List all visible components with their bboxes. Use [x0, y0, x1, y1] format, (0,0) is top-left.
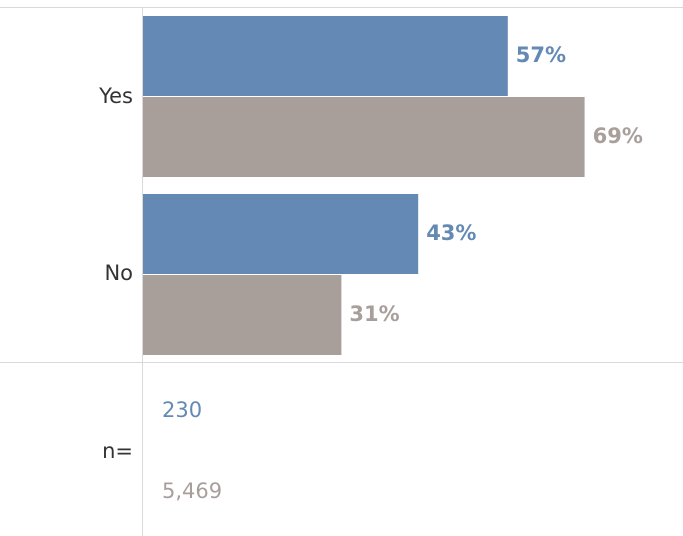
bar-no-series-2 — [143, 275, 342, 355]
category-label-no: No — [104, 261, 133, 285]
bars-layer: 57% 69% 43% 31% — [143, 16, 643, 355]
value-label-no-series-1: 43% — [426, 221, 476, 245]
bar-yes-series-1 — [143, 16, 508, 96]
value-label-yes-series-2: 69% — [593, 124, 643, 148]
category-label-yes: Yes — [98, 84, 133, 108]
sample-size-series-2: 5,469 — [162, 479, 222, 503]
bar-yes-series-2 — [143, 97, 585, 177]
value-label-yes-series-1: 57% — [516, 43, 566, 67]
value-label-no-series-2: 31% — [349, 302, 399, 326]
sample-size-label: n= — [102, 439, 133, 463]
bar-no-series-1 — [143, 194, 419, 274]
sample-size-series-1: 230 — [162, 398, 202, 422]
